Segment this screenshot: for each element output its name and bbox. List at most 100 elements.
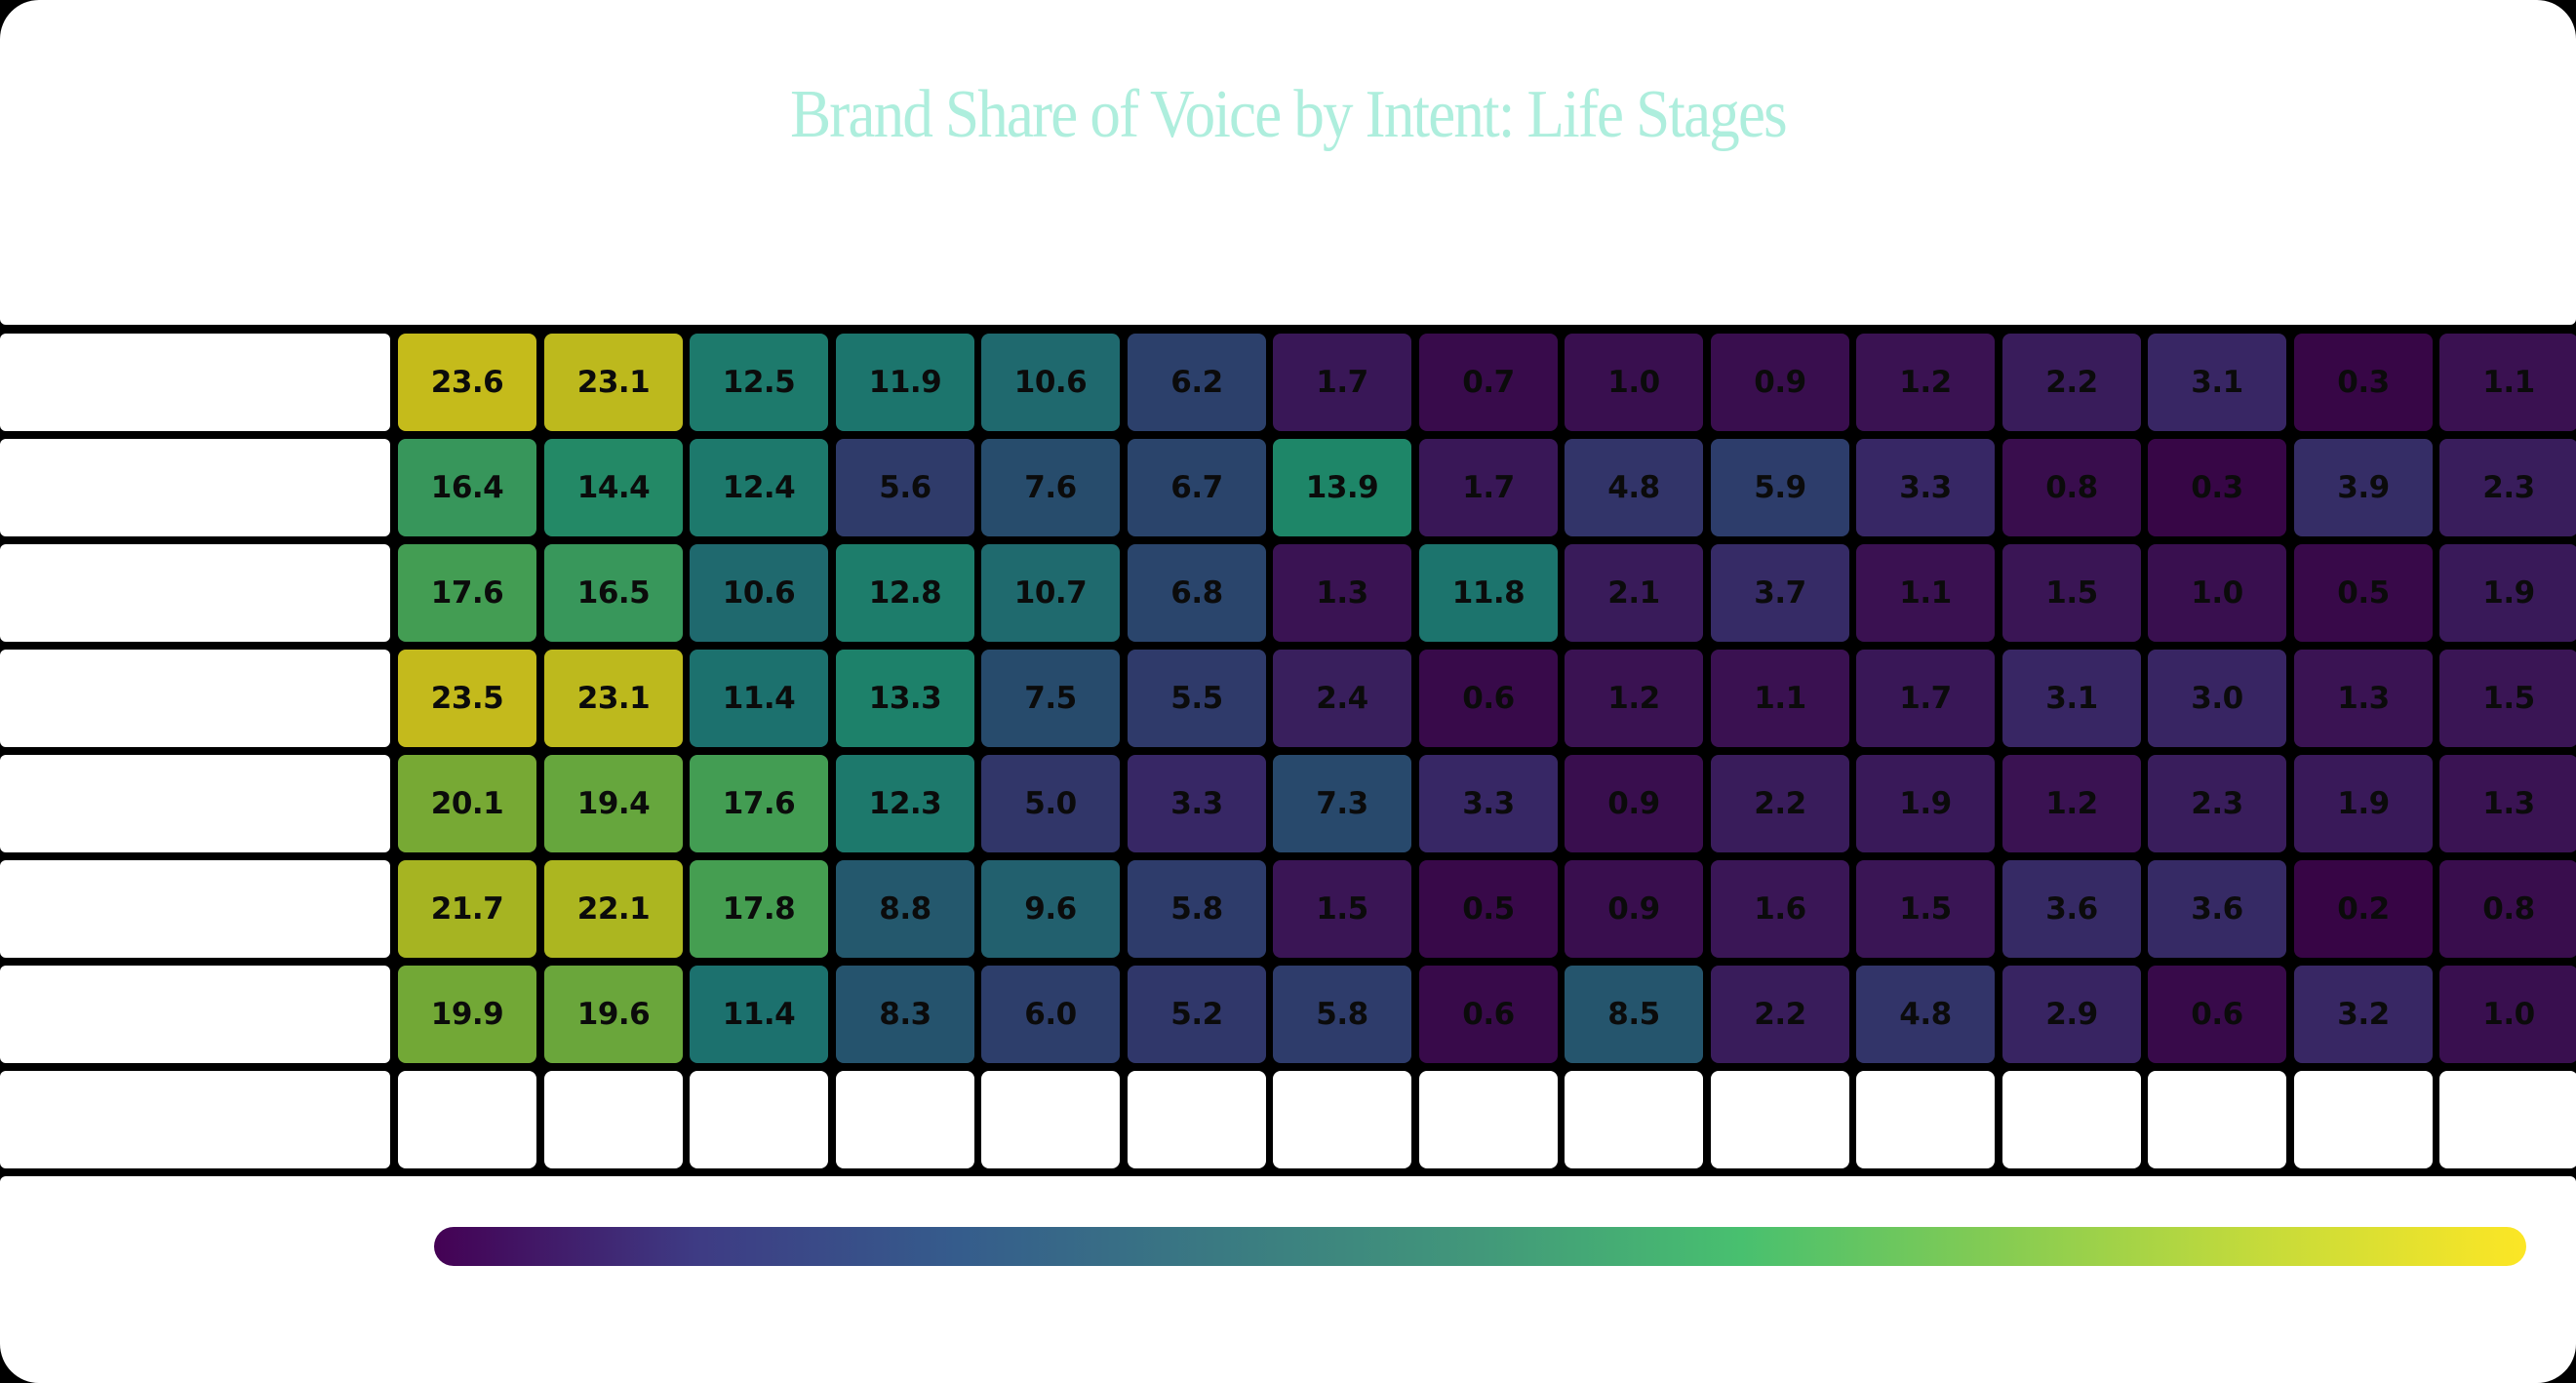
heatmap-row: 23.5 23.1 11.4 13.3 7.5 5.5 2.4 0.6 1.2 1.1 1.7 3.1… (0, 650, 2576, 747)
column-label (836, 1071, 974, 1168)
column-label (1565, 1071, 1703, 1168)
heatmap-cell: 5.0 (981, 755, 1120, 852)
heatmap-cell: 1.3 (1273, 544, 1411, 642)
heatmap-cell: 23.1 (544, 334, 683, 431)
heatmap-row: 16.4 14.4 12.4 5.6 7.6 6.7 13.9 1.7 4.8 5.9 3.3 0.8… (0, 439, 2576, 536)
heatmap-grid: 23.6 23.1 12.5 11.9 10.6 6.2 1.7 0.7 1.0 0.9 1.2 2.… (0, 334, 2576, 1168)
column-label (1128, 1071, 1266, 1168)
heatmap-cell: 0.9 (1565, 755, 1703, 852)
heatmap-cell: 0.6 (1419, 966, 1558, 1063)
heatmap-cell: 2.2 (1711, 966, 1849, 1063)
column-label (1856, 1071, 1995, 1168)
heatmap-cell: 10.7 (981, 544, 1120, 642)
heatmap-cell: 0.2 (2294, 860, 2433, 958)
heatmap-cell: 1.2 (2002, 755, 2141, 852)
heatmap-cell: 1.1 (1856, 544, 1995, 642)
heatmap-cell: 0.3 (2294, 334, 2433, 431)
row-label (0, 544, 390, 642)
heatmap-cell: 17.6 (690, 755, 828, 852)
heatmap-cell: 3.9 (2294, 439, 2433, 536)
footer-card (0, 1176, 2576, 1383)
heatmap-cell: 1.0 (2148, 544, 2286, 642)
column-label (1419, 1071, 1558, 1168)
heatmap-cell: 3.3 (1856, 439, 1995, 536)
heatmap-cell: 2.3 (2439, 439, 2576, 536)
heatmap-cell: 1.2 (1565, 650, 1703, 747)
heatmap-cell: 0.8 (2439, 860, 2576, 958)
heatmap-cell: 22.1 (544, 860, 683, 958)
heatmap-cell: 12.5 (690, 334, 828, 431)
heatmap-cell: 2.1 (1565, 544, 1703, 642)
heatmap-cell: 1.7 (1273, 334, 1411, 431)
heatmap-cell: 1.5 (2002, 544, 2141, 642)
heatmap-cell: 2.9 (2002, 966, 2141, 1063)
heatmap-cell: 20.1 (398, 755, 536, 852)
heatmap-cell: 1.5 (2439, 650, 2576, 747)
heatmap-cell: 1.3 (2439, 755, 2576, 852)
heatmap-cell: 5.9 (1711, 439, 1849, 536)
heatmap-cell: 6.0 (981, 966, 1120, 1063)
heatmap-cell: 17.6 (398, 544, 536, 642)
heatmap-cell: 0.5 (2294, 544, 2433, 642)
heatmap-cell: 1.7 (1419, 439, 1558, 536)
heatmap-cell: 1.9 (1856, 755, 1995, 852)
heatmap-cell: 11.4 (690, 650, 828, 747)
column-label (981, 1071, 1120, 1168)
column-label (2002, 1071, 2141, 1168)
heatmap-cell: 8.8 (836, 860, 974, 958)
heatmap-cell: 7.6 (981, 439, 1120, 536)
heatmap-cell: 0.9 (1711, 334, 1849, 431)
row-label (0, 966, 390, 1063)
heatmap-cell: 14.4 (544, 439, 683, 536)
heatmap-cell: 10.6 (981, 334, 1120, 431)
heatmap-cell: 12.3 (836, 755, 974, 852)
heatmap-cell: 3.2 (2294, 966, 2433, 1063)
heatmap-cell: 16.4 (398, 439, 536, 536)
heatmap-row: 23.6 23.1 12.5 11.9 10.6 6.2 1.7 0.7 1.0 0.9 1.2 2.… (0, 334, 2576, 431)
column-label-row (0, 1071, 2576, 1168)
heatmap-cell: 2.3 (2148, 755, 2286, 852)
heatmap-cell: 11.9 (836, 334, 974, 431)
heatmap-cell: 16.5 (544, 544, 683, 642)
heatmap-cell: 21.7 (398, 860, 536, 958)
heatmap-cell: 2.2 (2002, 334, 2141, 431)
heatmap-cell: 5.8 (1128, 860, 1266, 958)
heatmap-cell: 1.0 (1565, 334, 1703, 431)
heatmap-cell: 19.4 (544, 755, 683, 852)
row-label (0, 755, 390, 852)
heatmap-cell: 1.1 (1711, 650, 1849, 747)
heatmap-cell: 5.6 (836, 439, 974, 536)
heatmap-row: 20.1 19.4 17.6 12.3 5.0 3.3 7.3 3.3 0.9 2.2 1.9 1.2… (0, 755, 2576, 852)
heatmap-cell: 3.7 (1711, 544, 1849, 642)
heatmap-cell: 9.6 (981, 860, 1120, 958)
heatmap-cell: 7.5 (981, 650, 1120, 747)
column-label (1273, 1071, 1411, 1168)
corner-cell (0, 1071, 390, 1168)
header-card: Brand Share of Voice by Intent: Life Sta… (0, 0, 2576, 325)
heatmap-cell: 4.8 (1565, 439, 1703, 536)
heatmap-cell: 1.5 (1856, 860, 1995, 958)
heatmap-cell: 8.5 (1565, 966, 1703, 1063)
heatmap-cell: 3.0 (2148, 650, 2286, 747)
heatmap-cell: 23.1 (544, 650, 683, 747)
heatmap-cell: 23.6 (398, 334, 536, 431)
heatmap-cell: 7.3 (1273, 755, 1411, 852)
heatmap-cell: 8.3 (836, 966, 974, 1063)
heatmap-cell: 0.7 (1419, 334, 1558, 431)
heatmap-cell: 1.9 (2294, 755, 2433, 852)
heatmap-cell: 5.2 (1128, 966, 1266, 1063)
heatmap-cell: 3.3 (1419, 755, 1558, 852)
heatmap-cell: 10.6 (690, 544, 828, 642)
heatmap-cell: 1.5 (1273, 860, 1411, 958)
heatmap-cell: 13.3 (836, 650, 974, 747)
row-label (0, 334, 390, 431)
heatmap-cell: 6.2 (1128, 334, 1266, 431)
heatmap-cell: 0.6 (2148, 966, 2286, 1063)
heatmap-cell: 2.4 (1273, 650, 1411, 747)
heatmap-cell: 1.9 (2439, 544, 2576, 642)
heatmap-cell: 0.6 (1419, 650, 1558, 747)
heatmap-cell: 23.5 (398, 650, 536, 747)
heatmap-cell: 5.5 (1128, 650, 1266, 747)
heatmap-cell: 0.9 (1565, 860, 1703, 958)
heatmap-cell: 13.9 (1273, 439, 1411, 536)
